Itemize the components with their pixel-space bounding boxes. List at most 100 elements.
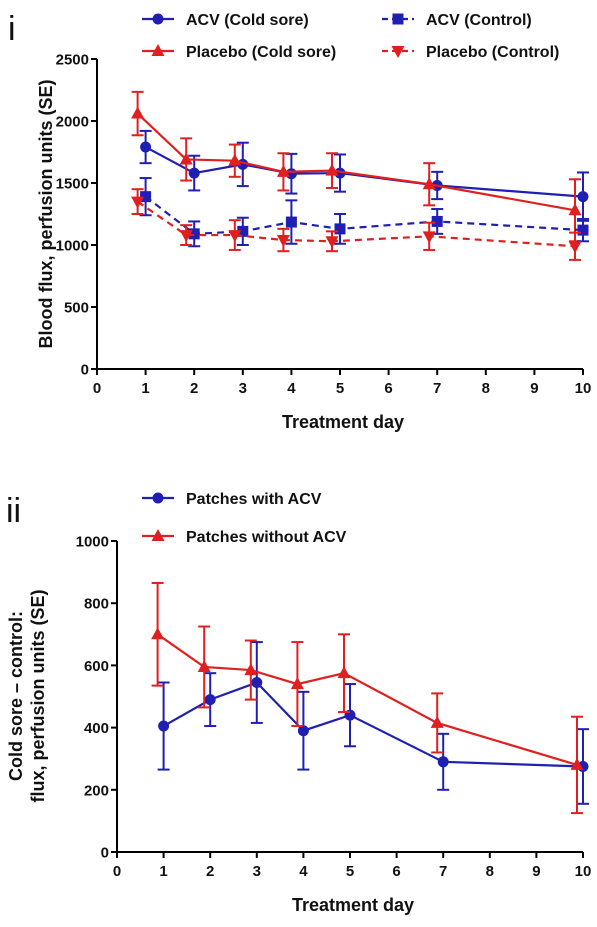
panel-ii-x-tick-label: 8	[486, 863, 494, 880]
panel-i-data-point	[422, 231, 436, 244]
panel-ii-data-point	[437, 756, 449, 768]
panel-i-data-point	[325, 236, 339, 249]
panel-i-data-point	[179, 230, 193, 243]
panel-i-data-point	[325, 163, 339, 176]
panel-ii-legend-label: Patches without ACV	[186, 529, 347, 546]
panel-i-data-point	[140, 141, 152, 153]
panel-ii-x-tick-label: 6	[392, 863, 400, 880]
panel-i-series-0-line	[145, 146, 584, 198]
panel-i-data-point	[334, 223, 346, 235]
panel-i-data-point	[568, 203, 582, 216]
panel-i-x-tick-label: 9	[530, 380, 538, 397]
panel-i-y-tick-label: 0	[81, 362, 89, 379]
panel-i-data-point	[276, 235, 290, 248]
panel-i-x-tick-label: 4	[287, 380, 296, 397]
panel-i-legend-marker	[392, 13, 404, 25]
panel-ii-x-tick-label: 0	[113, 863, 121, 880]
panel-ii-y-tick-label: 0	[101, 845, 109, 862]
panel-i-data-point	[577, 224, 589, 236]
panel-i-x-tick-label: 6	[384, 380, 392, 397]
panel-i-legend-item-2: ACV (Control)	[382, 12, 532, 29]
panel-i-legend-marker	[152, 13, 164, 25]
panel-ii-data-point	[204, 694, 216, 706]
panel-ii-x-tick-label: 9	[532, 863, 540, 880]
panel-ii-y-tick-label: 800	[84, 596, 109, 613]
panel-i-data-point	[131, 196, 145, 209]
panel-i-legend-label: Placebo (Cold sore)	[186, 44, 336, 61]
panel-i-legend-item-0: ACV (Cold sore)	[142, 12, 309, 29]
panel-ii-series-1	[151, 581, 584, 815]
panel-i-x-tick-label: 5	[336, 380, 344, 397]
panel-ii-x-tick-label: 4	[299, 863, 308, 880]
panel-ii-series-1-line	[156, 633, 578, 766]
panel-ii-data-point	[251, 677, 263, 689]
panel-i-legend-label: Placebo (Control)	[426, 44, 559, 61]
panel-ii-x-tick-label: 2	[206, 863, 214, 880]
panel-i-data-point	[188, 228, 200, 240]
panel-i-series-1	[131, 90, 582, 243]
panel-i-y-tick-label: 2000	[56, 114, 89, 131]
panel-i-legend-marker	[391, 46, 405, 58]
panel-i-x-tick-label: 3	[239, 380, 247, 397]
panel-i-x-tick-label: 10	[575, 380, 592, 397]
panel-ii-legend-marker	[152, 492, 164, 504]
panel-i-x-tick-label: 0	[93, 380, 101, 397]
panel-ii-data-point	[570, 757, 584, 770]
panel-ii-x-axis-label: Treatment day	[292, 895, 414, 915]
panel-ii-data-point	[337, 666, 351, 679]
panel-i-legend-item-1: Placebo (Cold sore)	[142, 44, 336, 61]
panel-i-y-tick-label: 500	[64, 300, 89, 317]
panel-i-y-tick-label: 1500	[56, 176, 89, 193]
panel-ii-x-tick-label: 7	[439, 863, 447, 880]
panel-i-data-point	[140, 191, 152, 203]
panel-i-legend-label: ACV (Control)	[426, 12, 532, 29]
panel-ii-y-tick-label: 600	[84, 658, 109, 675]
panel-ii-y-tick-label: 200	[84, 782, 109, 799]
panel-ii-x-tick-label: 1	[159, 863, 167, 880]
panel-ii-data-point	[290, 677, 304, 690]
panel-i-x-tick-label: 1	[141, 380, 149, 397]
panel-ii-x-tick-label: 10	[575, 863, 592, 880]
panel-i-x-tick-label: 8	[482, 380, 490, 397]
panel-ii-x-tick-label: 3	[253, 863, 261, 880]
panel-i-y-tick-label: 1000	[56, 238, 89, 255]
panel-i-data-point	[188, 167, 200, 179]
panel-i-data-point	[577, 191, 589, 203]
panel-i-y-axis-label: Blood flux, perfusion units (SE)	[36, 80, 56, 349]
panel-i-series-3-line	[136, 200, 576, 248]
panel-i-x-tick-label: 7	[433, 380, 441, 397]
panel-i-data-point	[179, 152, 193, 165]
panel-ii-legend-label: Patches with ACV	[186, 491, 322, 508]
panel-i-data-point	[276, 164, 290, 177]
panel-i-data-point	[228, 153, 242, 166]
panel-ii-data-point	[197, 659, 211, 672]
panel-ii-series-0	[157, 641, 589, 805]
panel-ii-series-0-line	[163, 681, 584, 768]
panel-ii-y-tick-label: 400	[84, 720, 109, 737]
panel-ii-data-point	[297, 725, 309, 737]
panel-i-data-point	[568, 241, 582, 254]
panel-i-legend-marker	[151, 44, 165, 56]
panel-i-x-axis-label: Treatment day	[282, 412, 404, 432]
panel-i-label: i	[8, 10, 16, 48]
panel-i-data-point	[237, 225, 249, 237]
panel-ii-legend-marker	[151, 529, 165, 541]
panel-ii-chart: ii 0 200 400 600 800 1000 0 1 2 3 4 5 6 7 8 9 10 Treatment…	[6, 491, 591, 915]
panel-ii-y-tick-label: 1000	[76, 534, 109, 551]
panel-ii-label: ii	[6, 492, 21, 530]
panel-ii-y-axis-label-line2: flux, perfusion units (SE)	[28, 589, 48, 802]
panel-i-data-point	[422, 177, 436, 190]
panel-i-data-point	[431, 215, 443, 227]
panel-i-series-3	[131, 188, 582, 261]
panel-i-series-2	[139, 177, 589, 248]
panel-i-x-tick-label: 2	[190, 380, 198, 397]
panel-ii-y-axis-label-line1: Cold sore – control:	[6, 611, 26, 781]
panel-i-legend-item-3: Placebo (Control)	[382, 44, 559, 61]
panel-ii-data-point	[158, 720, 170, 732]
panel-i-data-point	[285, 216, 297, 228]
panel-i-series-2-line	[144, 195, 584, 235]
panel-i-data-point	[131, 106, 145, 119]
panel-i-y-tick-label: 2500	[56, 52, 89, 69]
